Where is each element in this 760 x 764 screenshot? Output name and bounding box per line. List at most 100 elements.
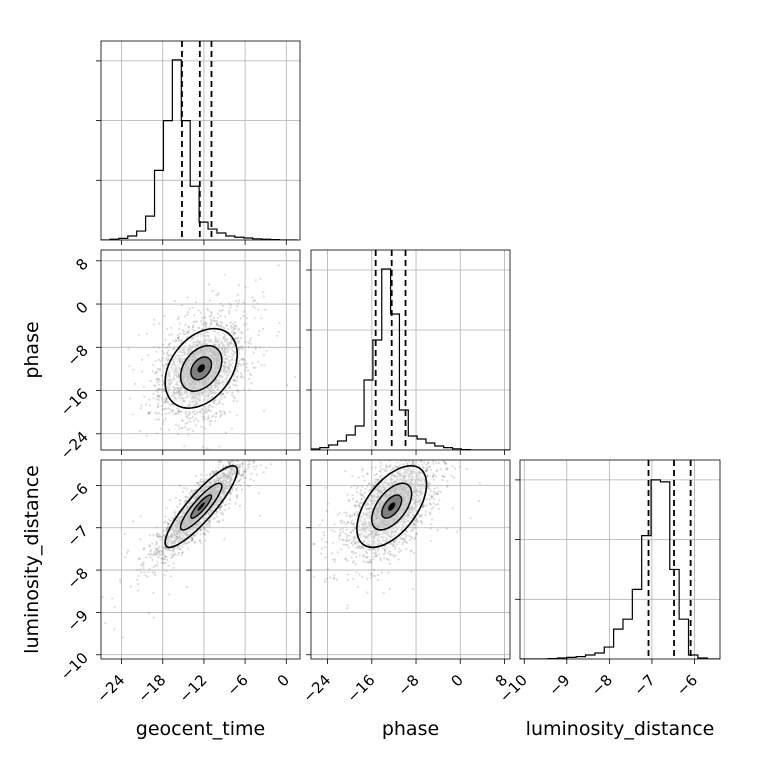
scatter-luminosity_distance-vs-geocent_time-point: [185, 496, 187, 498]
scatter-luminosity_distance-vs-geocent_time-point: [239, 464, 241, 466]
scatter-luminosity_distance-vs-phase-point: [356, 491, 358, 493]
scatter-luminosity_distance-vs-geocent_time-point: [228, 507, 230, 509]
scatter-phase-vs-geocent_time-point: [185, 333, 187, 335]
scatter-phase-vs-geocent_time-point: [194, 413, 196, 415]
scatter-phase-vs-geocent_time-point: [187, 326, 189, 328]
scatter-phase-vs-geocent_time-point: [193, 321, 195, 323]
scatter-phase-vs-geocent_time-point: [168, 429, 170, 431]
scatter-phase-vs-geocent_time-point: [258, 330, 260, 332]
scatter-phase-vs-geocent_time-point: [158, 322, 160, 324]
scatter-luminosity_distance-vs-geocent_time-point: [195, 475, 197, 477]
histogram-geocent_time: [96, 41, 300, 245]
scatter-phase-vs-geocent_time-point: [221, 413, 223, 415]
scatter-phase-vs-geocent_time-point: [171, 411, 173, 413]
scatter-luminosity_distance-vs-phase-point: [348, 535, 350, 537]
scatter-luminosity_distance-vs-geocent_time-point: [258, 492, 260, 494]
histogram-luminosity_distance-step: [520, 480, 726, 659]
scatter-luminosity_distance-vs-geocent_time-point: [245, 477, 247, 479]
scatter-phase-vs-geocent_time-point: [157, 381, 159, 383]
scatter-luminosity_distance-vs-geocent_time-point: [253, 466, 255, 468]
scatter-phase-vs-geocent_time-point: [172, 340, 174, 342]
scatter-luminosity_distance-vs-geocent_time-point: [256, 454, 258, 456]
scatter-phase-vs-geocent_time-point: [218, 401, 220, 403]
scatter-phase-vs-geocent_time-point: [224, 316, 226, 318]
scatter-phase-vs-geocent_time-point: [232, 327, 234, 329]
scatter-luminosity_distance-vs-phase-point: [332, 542, 334, 544]
scatter-luminosity_distance-vs-geocent_time-point: [242, 466, 244, 468]
scatter-phase-vs-geocent_time-point: [210, 323, 212, 325]
scatter-luminosity_distance-vs-geocent_time-point: [261, 445, 263, 447]
scatter-phase-vs-geocent_time-point: [157, 391, 159, 393]
scatter-phase-vs-geocent_time-point: [237, 337, 239, 339]
scatter-luminosity_distance-vs-geocent_time-point: [220, 512, 222, 514]
scatter-luminosity_distance-vs-geocent_time-point: [230, 425, 232, 427]
scatter-luminosity_distance-vs-geocent_time-point: [231, 437, 233, 439]
scatter-phase-vs-geocent_time-point: [219, 399, 221, 401]
scatter-luminosity_distance-vs-geocent_time-point: [215, 513, 217, 515]
scatter-phase-vs-geocent_time-point: [215, 399, 217, 401]
scatter-phase-vs-geocent_time-point: [249, 340, 251, 342]
scatter-luminosity_distance-vs-geocent_time-point: [181, 552, 183, 554]
scatter-phase-vs-geocent_time-point: [260, 364, 262, 366]
scatter-luminosity_distance-vs-phase-point: [399, 464, 401, 466]
scatter-luminosity_distance-vs-geocent_time-point: [177, 554, 179, 556]
scatter-phase-vs-geocent_time-point: [158, 384, 160, 386]
scatter-luminosity_distance-vs-geocent_time-point: [283, 395, 285, 397]
scatter-phase-vs-geocent_time-point: [154, 360, 156, 362]
scatter-luminosity_distance-vs-geocent_time-point: [247, 460, 249, 462]
scatter-luminosity_distance-vs-phase-point: [410, 525, 412, 527]
scatter-phase-vs-geocent_time-point: [231, 428, 233, 430]
scatter-phase-vs-geocent_time-point: [225, 432, 227, 434]
scatter-phase-vs-geocent_time-point: [202, 446, 204, 448]
scatter-phase-vs-geocent_time-point: [257, 361, 259, 363]
scatter-phase-vs-geocent_time-point: [233, 332, 235, 334]
scatter-phase-vs-geocent_time-point: [208, 409, 210, 411]
scatter-phase-vs-geocent_time-point: [240, 337, 242, 339]
scatter-phase-vs-geocent_time-point: [263, 410, 265, 412]
scatter-luminosity_distance-vs-geocent_time-point: [165, 528, 167, 530]
scatter-phase-vs-geocent_time-point: [195, 418, 197, 420]
scatter-phase-vs-geocent_time-point: [243, 302, 245, 304]
scatter-luminosity_distance-vs-geocent_time-point: [241, 442, 243, 444]
scatter-luminosity_distance-vs-geocent_time-point: [242, 463, 244, 465]
scatter-phase-vs-geocent_time-point: [227, 328, 229, 330]
scatter-luminosity_distance-vs-geocent_time-point: [212, 471, 214, 473]
scatter-luminosity_distance-vs-geocent_time-point: [236, 464, 238, 466]
scatter-luminosity_distance-vs-geocent_time-point: [168, 593, 170, 595]
scatter-phase-vs-geocent_time-point: [155, 351, 157, 353]
scatter-luminosity_distance-vs-geocent_time-point: [182, 491, 184, 493]
scatter-luminosity_distance-vs-geocent_time-point: [162, 535, 164, 537]
scatter-luminosity_distance-vs-phase-point: [414, 527, 416, 529]
scatter-luminosity_distance-vs-geocent_time-point: [248, 485, 250, 487]
scatter-luminosity_distance-vs-geocent_time-point: [204, 539, 206, 541]
scatter-luminosity_distance-vs-phase-point: [323, 534, 325, 536]
scatter-phase-vs-geocent_time-point: [228, 312, 230, 314]
scatter-luminosity_distance-vs-geocent_time-point: [239, 440, 241, 442]
scatter-phase-vs-geocent_time-point: [248, 388, 250, 390]
scatter-phase-vs-geocent_time-point: [140, 407, 142, 409]
scatter-luminosity_distance-vs-phase-point: [416, 394, 418, 396]
scatter-phase-vs-geocent_time-point: [236, 369, 238, 371]
scatter-phase-vs-geocent_time-point: [217, 312, 219, 314]
scatter-luminosity_distance-vs-geocent_time-point: [172, 567, 174, 569]
scatter-luminosity_distance-vs-geocent_time-point: [248, 456, 250, 458]
scatter-phase-vs-geocent_time-point: [237, 390, 239, 392]
scatter-phase-vs-geocent_time-point: [153, 393, 155, 395]
scatter-phase-vs-geocent_time-point: [210, 420, 212, 422]
scatter-phase-vs-geocent_time-point: [186, 296, 188, 298]
scatter-phase-vs-geocent_time-point: [162, 380, 164, 382]
scatter-phase-vs-geocent_time-point: [188, 330, 190, 332]
scatter-phase-vs-geocent_time-point: [155, 419, 157, 421]
scatter-luminosity_distance-vs-geocent_time-point: [215, 470, 217, 472]
scatter-luminosity_distance-vs-geocent_time-point: [217, 467, 219, 469]
scatter-luminosity_distance-vs-geocent_time-point: [127, 550, 129, 552]
scatter-luminosity_distance-vs-geocent_time-point: [165, 555, 167, 557]
scatter-luminosity_distance-vs-geocent_time-point: [143, 547, 145, 549]
phase-ytick-label-3: 0: [72, 298, 91, 317]
scatter-phase-vs-geocent_time-point: [229, 411, 231, 413]
scatter-luminosity_distance-vs-geocent_time-point: [240, 442, 242, 444]
scatter-luminosity_distance-vs-geocent_time-point: [122, 636, 124, 638]
scatter-phase-vs-geocent_time-point: [156, 395, 158, 397]
scatter-luminosity_distance-vs-geocent_time-point: [203, 533, 205, 535]
